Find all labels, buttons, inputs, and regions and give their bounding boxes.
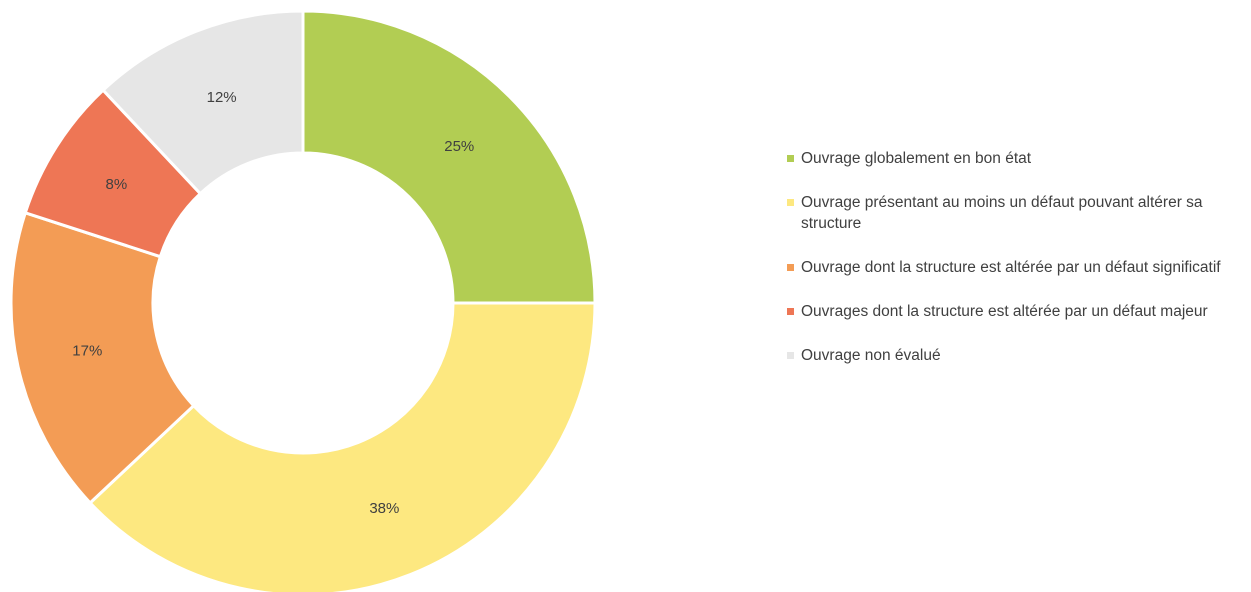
legend-item-defaut-majeur: Ouvrages dont la structure est altérée p… [787,301,1247,322]
donut-slice-defaut-significatif [9,210,196,506]
legend-label-defaut-majeur: Ouvrages dont la structure est altérée p… [801,303,1208,320]
donut-slice-bon-etat [301,9,597,305]
legend-swatch-defaut-pouvant-alterer [787,199,794,206]
legend-item-defaut-pouvant-alterer: Ouvrage présentant au moins un défaut po… [787,192,1247,234]
legend-swatch-bon-etat [787,155,794,162]
data-label-bon-etat: 25% [444,138,474,155]
data-label-defaut-significatif: 17% [72,343,102,360]
legend-swatch-defaut-significatif [787,264,794,271]
data-label-defaut-majeur: 8% [106,176,128,193]
legend-swatch-defaut-majeur [787,308,794,315]
donut-slice-non-evalue [100,9,305,196]
legend-label-non-evalue: Ouvrage non évalué [801,347,941,364]
donut-slice-defaut-pouvant-alterer [88,301,597,592]
legend-item-defaut-significatif: Ouvrage dont la structure est altérée pa… [787,257,1247,278]
data-label-defaut-pouvant-alterer: 38% [369,500,399,517]
legend-item-non-evalue: Ouvrage non évalué [787,345,1247,366]
legend: Ouvrage globalement en bon état Ouvrage … [787,148,1247,389]
legend-item-bon-etat: Ouvrage globalement en bon état [787,148,1247,169]
legend-label-defaut-significatif: Ouvrage dont la structure est altérée pa… [801,259,1221,276]
data-label-non-evalue: 12% [207,89,237,106]
legend-swatch-non-evalue [787,352,794,359]
legend-label-bon-etat: Ouvrage globalement en bon état [801,150,1032,167]
donut-data-labels: 25% 38% 17% 8% 12% [72,89,474,517]
legend-label-defaut-pouvant-alterer: Ouvrage présentant au moins un défaut po… [801,194,1203,232]
donut-slices [9,9,597,592]
